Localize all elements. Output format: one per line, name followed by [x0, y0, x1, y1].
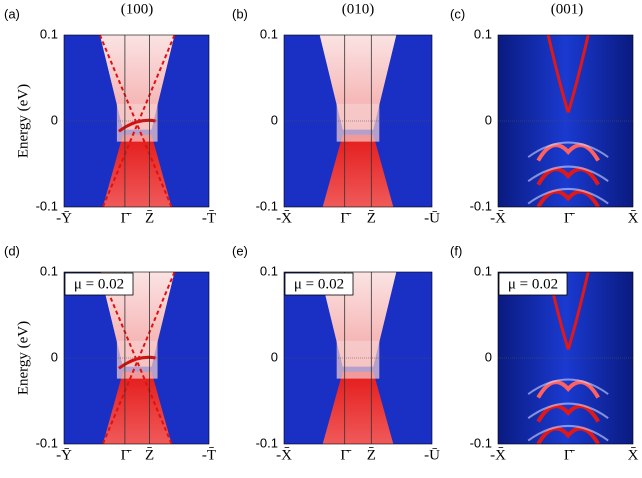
y-axis-label: Energy (eV): [15, 84, 31, 158]
k-point-label: X̄: [628, 210, 639, 226]
k-point-label: Γ̄: [564, 447, 576, 463]
band: [536, 380, 600, 399]
annotation: μ = 0.02: [508, 276, 558, 292]
y-tick-label: 0.1: [40, 263, 58, 278]
annotation: μ = 0.02: [74, 276, 124, 292]
edge: [98, 35, 173, 207]
frame: [63, 34, 210, 208]
band: [536, 189, 600, 207]
panel-label: (d): [4, 243, 20, 258]
annotation-box: [498, 272, 568, 296]
panel-label: (e): [232, 243, 248, 258]
k-point-label: Γ̄: [121, 447, 133, 463]
band-glow: [527, 402, 609, 420]
k-point-label: Z̄: [145, 447, 154, 463]
y-tick-label: 0: [271, 349, 278, 364]
k-point-label: -Ū: [424, 210, 440, 226]
k-point-label: Γ̄: [121, 210, 133, 226]
band: [536, 143, 600, 162]
y-tick-label: -0.1: [36, 198, 58, 213]
panel-label: (a): [4, 6, 20, 21]
k-point-label: Z̄: [367, 447, 376, 463]
band-glow: [527, 141, 609, 158]
y-tick-label: 0: [51, 349, 58, 364]
k-point-label: Γ̄: [564, 210, 576, 226]
band: [536, 426, 600, 444]
bulk: [322, 134, 394, 207]
frame: [283, 34, 433, 208]
y-tick-label: -0.1: [36, 435, 58, 450]
k-point-label: Γ̄: [340, 210, 352, 226]
k-point-label: -X̄: [276, 447, 292, 463]
y-tick-label: 0.1: [474, 263, 492, 278]
k-point-label: -T̄: [202, 210, 216, 226]
panel-label: (c): [450, 6, 465, 21]
band-glow: [527, 378, 609, 395]
bulk: [102, 134, 172, 207]
y-tick-label: 0.1: [260, 26, 278, 41]
band: [546, 35, 570, 113]
k-point-label: -Ȳ: [56, 447, 72, 463]
frame: [497, 271, 634, 445]
panel-label: (f): [450, 243, 462, 258]
bulk: [322, 371, 394, 444]
y-tick-label: -0.1: [470, 198, 492, 213]
surface-band: [117, 355, 156, 370]
frame: [283, 271, 433, 445]
k-point-label: -T̄: [202, 447, 216, 463]
k-point-label: -Ū: [424, 447, 440, 463]
band: [536, 167, 600, 186]
y-tick-label: -0.1: [256, 435, 278, 450]
column-title: (100): [121, 1, 154, 17]
band: [536, 404, 600, 423]
k-point-label: -Ȳ: [56, 210, 72, 226]
gap-region: [336, 103, 380, 142]
y-tick-label: 0.1: [260, 263, 278, 278]
band-glow: [527, 424, 609, 442]
band: [566, 272, 590, 350]
annotation: μ = 0.02: [294, 276, 344, 292]
k-point-label: Z̄: [367, 210, 376, 226]
gap-region: [336, 340, 380, 379]
y-tick-label: 0: [51, 112, 58, 127]
frame: [497, 34, 634, 208]
annotation-box: [64, 272, 134, 296]
k-point-label: Γ̄: [340, 447, 352, 463]
column-title: (001): [551, 1, 584, 17]
bulk: [102, 371, 172, 444]
band: [566, 35, 590, 113]
band-glow: [527, 165, 609, 183]
k-point-label: Z̄: [145, 210, 154, 226]
y-tick-label: -0.1: [470, 435, 492, 450]
column-title: (010): [342, 1, 375, 17]
k-point-label: X̄: [628, 447, 639, 463]
y-tick-label: 0.1: [474, 26, 492, 41]
y-tick-label: 0: [485, 349, 492, 364]
annotation-box: [284, 272, 354, 296]
k-point-label: -X̄: [490, 447, 506, 463]
y-axis-label: Energy (eV): [15, 321, 31, 395]
surface-band: [117, 118, 156, 133]
y-tick-label: 0: [485, 112, 492, 127]
panel-label: (b): [232, 6, 248, 21]
band-glow: [527, 187, 609, 205]
k-point-label: -X̄: [276, 210, 292, 226]
y-tick-label: 0: [271, 112, 278, 127]
frame: [63, 271, 210, 445]
y-tick-label: 0.1: [40, 26, 58, 41]
edge: [98, 272, 173, 444]
y-tick-label: -0.1: [256, 198, 278, 213]
k-point-label: -X̄: [490, 210, 506, 226]
